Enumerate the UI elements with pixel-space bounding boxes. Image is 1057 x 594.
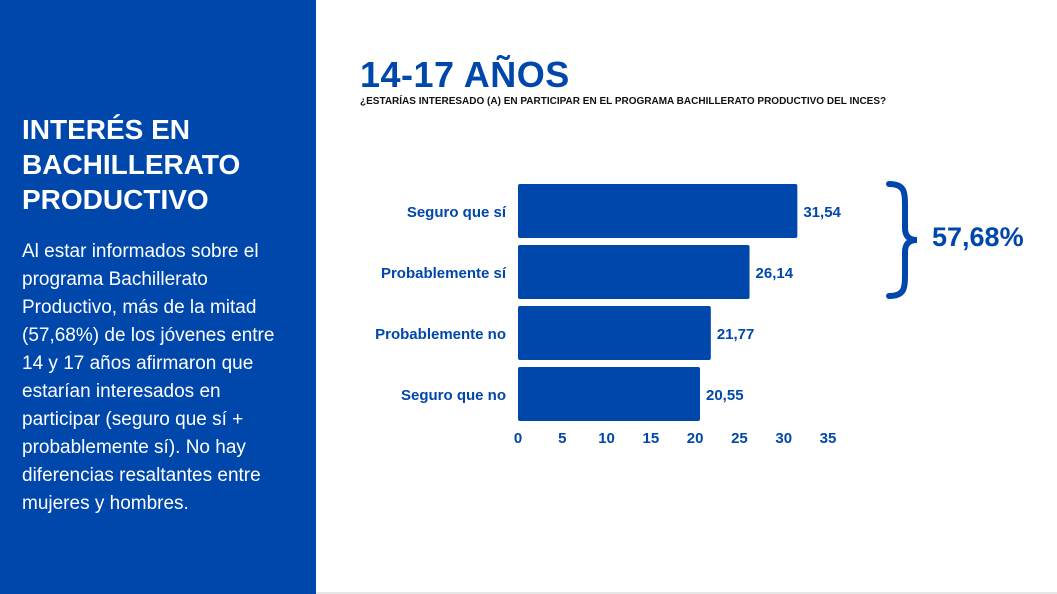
x-tick-label: 25 [731,430,748,447]
bar [518,306,711,360]
bracket-total-label: 57,68% [932,222,1024,252]
sidebar-title: INTERÉS EN BACHILLERATO PRODUCTIVO [22,114,241,215]
sidebar-description: Al estar informados sobre el programa Ba… [22,241,275,514]
category-label: Seguro que no [401,387,506,404]
x-tick-label: 35 [820,430,837,447]
category-label: Seguro que sí [407,204,507,221]
bar [518,184,798,238]
x-tick-label: 0 [514,430,522,447]
x-tick-label: 10 [598,430,615,447]
page-title: 14-17 AÑOS [360,54,570,95]
x-tick-label: 20 [687,430,704,447]
data-label: 26,14 [756,265,794,282]
bar [518,367,701,421]
x-tick-label: 15 [643,430,660,447]
survey-question: ¿ESTARÍAS INTERESADO (A) EN PARTICIPAR E… [360,96,887,107]
category-label: Probablemente no [375,326,506,343]
brace-icon [886,181,918,299]
sidebar-panel: INTERÉS EN BACHILLERATO PRODUCTIVO Al es… [0,0,316,594]
divider [316,592,1057,594]
data-label: 31,54 [803,204,841,221]
bar [518,245,750,299]
category-label: Probablemente sí [381,265,507,282]
x-tick-label: 5 [558,430,566,447]
data-label: 21,77 [717,326,755,343]
x-tick-label: 30 [775,430,792,447]
data-label: 20,55 [706,387,744,404]
